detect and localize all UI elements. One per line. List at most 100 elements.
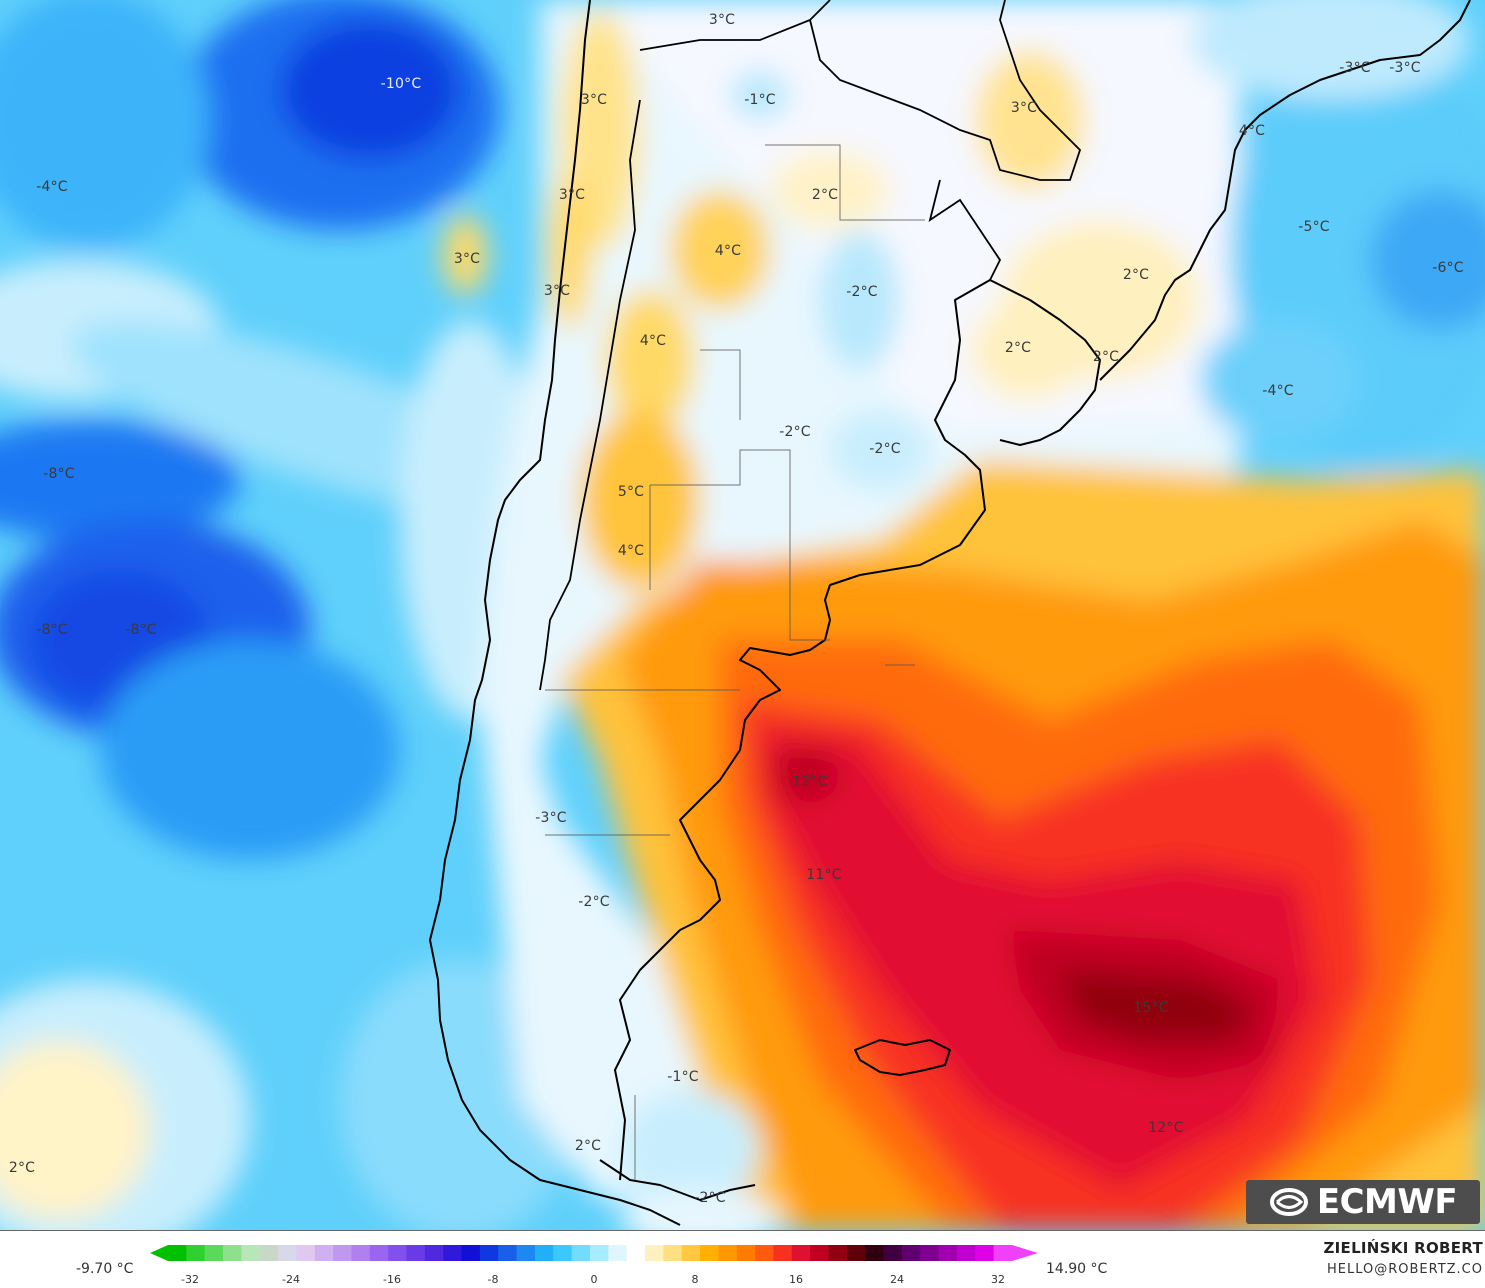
colorbar-swatch xyxy=(846,1245,866,1261)
colorbar-swatch xyxy=(406,1245,426,1261)
temp-label: 4°C xyxy=(639,333,667,349)
colorbar-swatch xyxy=(590,1245,609,1261)
temp-label: -8°C xyxy=(125,622,157,638)
temp-label: 4°C xyxy=(617,543,645,559)
colorbar-right-arrow xyxy=(1012,1245,1038,1261)
colorbar-tick-label: -24 xyxy=(282,1273,300,1286)
colorbar-swatch xyxy=(975,1245,995,1261)
temp-label: -1°C xyxy=(667,1069,699,1085)
author-email: HELLO@ROBERTZ.CO xyxy=(1326,1262,1483,1277)
colorbar-swatch xyxy=(645,1245,664,1261)
temp-label: 3°C xyxy=(708,12,736,28)
temp-label: 2°C xyxy=(574,1138,602,1154)
colorbar-swatch xyxy=(388,1245,408,1261)
colorbar-swatch xyxy=(791,1245,811,1261)
temp-label: 12°C xyxy=(792,774,828,790)
temp-label: -1°C xyxy=(744,92,776,108)
temp-label: 3°C xyxy=(558,187,586,203)
temp-label: -3°C xyxy=(1389,60,1421,76)
temp-label: 3°C xyxy=(580,92,608,108)
temp-label: -3°C xyxy=(1339,60,1371,76)
colorbar-swatch xyxy=(351,1245,371,1261)
temp-label: -3°C xyxy=(535,810,567,826)
colorbar-swatch xyxy=(608,1245,628,1261)
temp-label: 2°C xyxy=(8,1160,36,1176)
colorbar-tick-label: 32 xyxy=(991,1273,1005,1286)
temp-label: 4°C xyxy=(714,243,742,259)
temp-label: 2°C xyxy=(1004,340,1032,356)
colorbar-tick-label: 8 xyxy=(691,1273,699,1286)
temp-label: -5°C xyxy=(1298,219,1330,235)
colorbar-swatch xyxy=(553,1245,573,1261)
colorbar-swatch xyxy=(626,1245,646,1261)
country-borders xyxy=(539,0,1082,691)
colorbar-tick-label: -16 xyxy=(383,1273,401,1286)
temp-label: -4°C xyxy=(1262,383,1294,399)
colorbar-swatch xyxy=(865,1245,885,1261)
colorbar-swatch xyxy=(920,1245,940,1261)
temp-label: 2°C xyxy=(1122,267,1150,283)
colorbar-tick-label: 16 xyxy=(789,1273,803,1286)
temp-label: -10°C xyxy=(380,76,422,92)
colorbar-swatch xyxy=(241,1245,261,1261)
temp-label: 3°C xyxy=(453,251,481,267)
colorbar-swatch xyxy=(810,1245,830,1261)
temp-label: -2°C xyxy=(869,441,901,457)
colorbar-swatch xyxy=(461,1245,481,1261)
colorbar-swatch xyxy=(736,1245,756,1261)
temp-label: 5°C xyxy=(617,484,645,500)
ecmwf-ring-icon xyxy=(1269,1188,1308,1216)
temperature-field xyxy=(0,0,1485,1230)
legend-max-value: 14.90 °C xyxy=(1046,1261,1108,1277)
colorbar-swatch xyxy=(443,1245,463,1261)
colorbar-swatch xyxy=(204,1245,224,1261)
colorbar-swatch xyxy=(479,1245,499,1261)
colorbar-swatch xyxy=(938,1245,958,1261)
colorbar-swatch xyxy=(571,1245,591,1261)
colorbar-swatch xyxy=(534,1245,554,1261)
author-credit: ZIELIŃSKI ROBERT xyxy=(1323,1239,1483,1257)
colorbar-swatch xyxy=(718,1245,738,1261)
colorbar-swatch xyxy=(755,1245,775,1261)
colorbar-swatch xyxy=(516,1245,536,1261)
colorbar-tick-label: -8 xyxy=(487,1273,499,1286)
temp-label: 2°C xyxy=(811,187,839,203)
colorbar-tick-label: -32 xyxy=(181,1273,199,1286)
colorbar-swatch xyxy=(828,1245,848,1261)
colorbar-swatch xyxy=(993,1245,1013,1261)
temp-label: -2°C xyxy=(694,1190,726,1206)
temp-label: -8°C xyxy=(36,622,68,638)
temp-label: 11°C xyxy=(806,867,842,883)
coastlines xyxy=(429,0,1471,1226)
temp-label: 3°C xyxy=(543,283,571,299)
colorbar-tick-label: 24 xyxy=(890,1273,904,1286)
temp-label: -6°C xyxy=(1432,260,1464,276)
colorbar-swatch xyxy=(901,1245,921,1261)
colorbar-swatch xyxy=(223,1245,242,1261)
colorbar-swatch xyxy=(278,1245,298,1261)
colorbar-swatch xyxy=(663,1245,683,1261)
ecmwf-logo: ECMWF xyxy=(1246,1180,1480,1224)
colorbar-swatch xyxy=(369,1245,389,1261)
colorbar-swatch xyxy=(773,1245,793,1261)
colorbar-swatch xyxy=(333,1245,353,1261)
temperature-map xyxy=(0,0,1485,1230)
colorbar-swatch xyxy=(259,1245,279,1261)
legend-min-value: -9.70 °C xyxy=(76,1261,134,1277)
legend-footer: -9.70 °C -32 -24 -16 -8 0 8 16 24 32 14.90 °C ZI… xyxy=(0,1230,1485,1288)
temp-label: 15°C xyxy=(1133,1000,1169,1016)
colorbar-swatch xyxy=(956,1245,976,1261)
temp-label: 3°C xyxy=(1010,100,1038,116)
colorbar-swatch xyxy=(681,1245,701,1261)
colorbar-swatch xyxy=(168,1245,187,1261)
colorbar xyxy=(150,1245,1038,1261)
province-borders xyxy=(545,144,925,1180)
temp-label: -8°C xyxy=(43,466,75,482)
ecmwf-logo-text: ECMWF xyxy=(1316,1182,1458,1222)
temp-label: -2°C xyxy=(846,284,878,300)
colorbar-swatch xyxy=(883,1245,903,1261)
temp-label: -4°C xyxy=(36,179,68,195)
colorbar-swatch xyxy=(424,1245,444,1261)
temp-label: 4°C xyxy=(1238,123,1266,139)
temp-label: 12°C xyxy=(1148,1120,1184,1136)
